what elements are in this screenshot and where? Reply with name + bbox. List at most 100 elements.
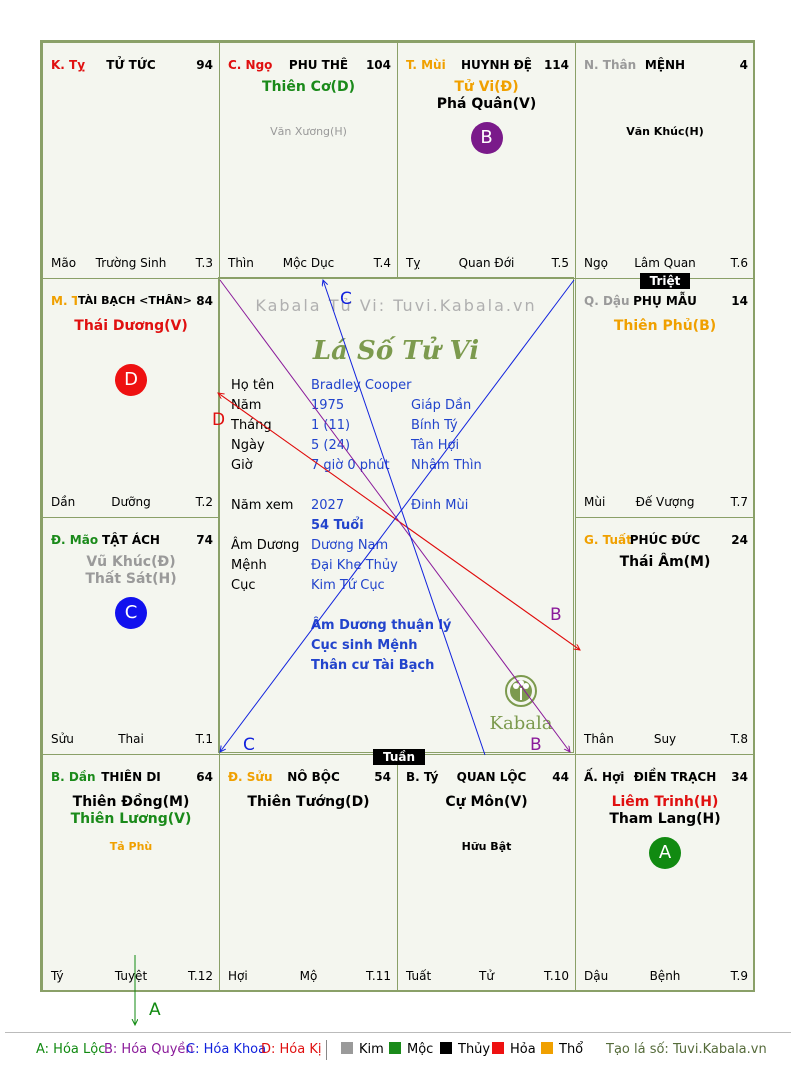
line-label-a: A xyxy=(149,1000,161,1020)
legend-kim: Kim xyxy=(341,1042,384,1057)
palace-branch: Mùi xyxy=(584,495,606,509)
palace-branch: Tý xyxy=(51,969,64,983)
tho-swatch xyxy=(541,1042,553,1054)
info-value: 2027 xyxy=(311,498,345,513)
palace-tat-ach[interactable]: Đ. Mão TẬT ÁCH 74 Vũ Khúc(Đ) Thất Sát(H)… xyxy=(42,517,220,755)
main-star: Thái Dương(V) xyxy=(74,318,188,334)
info-can-chi: Tân Hợi xyxy=(411,438,460,453)
palace-number: 24 xyxy=(731,533,748,547)
main-star: Tham Lang(H) xyxy=(609,811,721,827)
palace-branch: Sửu xyxy=(51,732,74,746)
hoa-swatch xyxy=(492,1042,504,1054)
palace-age: T.8 xyxy=(730,732,748,746)
note-text: Cục sinh Mệnh xyxy=(311,638,418,653)
minor-star: Văn Xương(H) xyxy=(270,125,347,138)
palace-branch: Thân xyxy=(584,732,614,746)
main-star: Vũ Khúc(Đ) xyxy=(86,554,176,570)
palace-dien-trach[interactable]: Ấ. Hợi ĐIỀN TRẠCH 34 Liêm Trinh(H) Tham … xyxy=(575,754,755,992)
tuan-tag: Tuần xyxy=(373,749,425,765)
palace-age: T.2 xyxy=(195,495,213,509)
legend-bar: A: Hóa Lộc B: Hóa Quyền C: Hóa Khoa D: H… xyxy=(0,1032,796,1070)
palace-can-chi: N. Thân xyxy=(584,58,637,72)
palace-number: 54 xyxy=(374,770,391,784)
main-star: Liêm Trinh(H) xyxy=(611,794,719,810)
palace-stage: Trường Sinh xyxy=(95,256,167,270)
age-value: 54 Tuổi xyxy=(311,518,364,533)
horoscope-chart: K. Tỵ TỬ TỨC 94 Mão Trường Sinh T.3 C. N… xyxy=(40,40,755,992)
palace-stage: Bệnh xyxy=(649,969,681,983)
palace-name: TỬ TỨC xyxy=(106,58,156,72)
palace-number: 114 xyxy=(543,58,569,72)
info-label: Họ tên xyxy=(231,378,275,393)
legend-moc-label: Mộc xyxy=(407,1042,434,1057)
note-text: Âm Dương thuận lý xyxy=(311,618,452,633)
palace-menh[interactable]: N. Thân MỆNH 4 Văn Khúc(H) Ngọ Lâm Quan … xyxy=(575,42,755,279)
palace-thien-di[interactable]: B. Dần THIÊN DI 64 Thiên Đồng(M) Thiên L… xyxy=(42,754,220,992)
kabala-logo: Kabala xyxy=(481,674,561,734)
palace-can-chi: Ấ. Hợi xyxy=(584,770,625,784)
palace-age: T.12 xyxy=(188,969,213,983)
palace-name: TẬT ÁCH xyxy=(102,533,160,547)
palace-can-chi: T. Mùi xyxy=(406,58,446,72)
main-star: Thiên Tướng(D) xyxy=(247,794,370,810)
palace-age: T.4 xyxy=(373,256,391,270)
kabala-brand: Kabala xyxy=(489,713,553,734)
palace-number: 34 xyxy=(731,770,748,784)
info-can-chi: Đinh Mùi xyxy=(411,498,469,513)
info-value: Bradley Cooper xyxy=(311,378,412,393)
info-label: Âm Dương xyxy=(231,538,300,553)
site-link[interactable]: Tạo lá số: Tuvi.Kabala.vn xyxy=(606,1042,767,1057)
palace-age: T.10 xyxy=(544,969,569,983)
palace-tai-bach[interactable]: M. Thìn TÀI BẠCH <THÂN> 84 Thái Dương(V)… xyxy=(42,278,220,518)
main-star: Thiên Cơ(D) xyxy=(262,79,355,95)
main-star: Thái Âm(M) xyxy=(619,554,711,570)
center-info-panel: Kabala Tử Vi: Tuvi.Kabala.vn Lá Số Tử Vi… xyxy=(218,277,574,753)
info-label: Năm xem xyxy=(231,498,294,513)
info-can-chi: Nhâm Thìn xyxy=(411,458,482,473)
palace-phu-mau[interactable]: Q. Dậu PHỤ MẪU 14 Thiên Phủ(B) Mùi Đế Vư… xyxy=(575,278,755,518)
palace-number: 14 xyxy=(731,294,748,308)
palace-age: T.3 xyxy=(195,256,213,270)
palace-name: QUAN LỘC xyxy=(456,770,527,784)
hoa-loc-marker: A xyxy=(649,837,681,869)
palace-can-chi: M. Thìn xyxy=(51,294,77,308)
info-value: Kim Tứ Cục xyxy=(311,578,385,593)
info-label: Năm xyxy=(231,398,262,413)
tree-icon xyxy=(505,675,537,707)
palace-stage: Lâm Quan xyxy=(634,256,696,270)
palace-stage: Suy xyxy=(653,732,677,746)
chart-title: Lá Số Tử Vi xyxy=(312,336,480,366)
main-star: Phá Quân(V) xyxy=(436,96,537,112)
main-star: Cự Môn(V) xyxy=(445,794,528,810)
palace-branch: Ngọ xyxy=(584,256,608,270)
palace-age: T.9 xyxy=(730,969,748,983)
legend-kim-label: Kim xyxy=(359,1042,384,1057)
palace-stage: Quan Đới xyxy=(458,256,515,270)
legend-hoa-quyen: B: Hóa Quyền xyxy=(104,1042,194,1057)
palace-stage: Thai xyxy=(118,732,144,746)
hoa-khoa-marker: C xyxy=(115,597,147,629)
palace-huynh-de[interactable]: T. Mùi HUYNH ĐỆ 114 Tử Vi(Đ) Phá Quân(V)… xyxy=(397,42,576,279)
legend-divider xyxy=(5,1032,791,1033)
thuy-swatch xyxy=(440,1042,452,1054)
info-value: 1 (11) xyxy=(311,418,351,433)
info-value: 7 giờ 0 phút xyxy=(311,458,390,473)
palace-branch: Dần xyxy=(51,495,76,509)
info-label: Giờ xyxy=(231,458,253,473)
palace-tu-tuc[interactable]: K. Tỵ TỬ TỨC 94 Mão Trường Sinh T.3 xyxy=(42,42,220,279)
legend-hoa: Hỏa xyxy=(492,1042,536,1057)
palace-name: MỆNH xyxy=(644,58,686,72)
palace-phuc-duc[interactable]: G. Tuất PHÚC ĐỨC 24 Thái Âm(M) Thân Suy … xyxy=(575,517,755,755)
minor-star: Tả Phù xyxy=(109,840,153,853)
triet-tag: Triệt xyxy=(640,273,690,289)
palace-age: T.5 xyxy=(551,256,569,270)
main-star: Thiên Lương(V) xyxy=(70,811,192,827)
palace-phu-the[interactable]: C. Ngọ PHU THÊ 104 Thiên Cơ(D) Văn Xương… xyxy=(219,42,398,279)
palace-age: T.6 xyxy=(730,256,748,270)
info-can-chi: Giáp Dần xyxy=(411,398,472,413)
palace-number: 74 xyxy=(196,533,213,547)
palace-number: 94 xyxy=(196,58,213,72)
palace-no-boc[interactable]: Đ. Sửu NÔ BỘC 54 Thiên Tướng(D) Hợi Mộ T… xyxy=(219,754,398,992)
palace-quan-loc[interactable]: B. Tý QUAN LỘC 44 Cự Môn(V) Hữu Bật Tuất… xyxy=(397,754,576,992)
palace-can-chi: Q. Dậu xyxy=(584,294,630,308)
